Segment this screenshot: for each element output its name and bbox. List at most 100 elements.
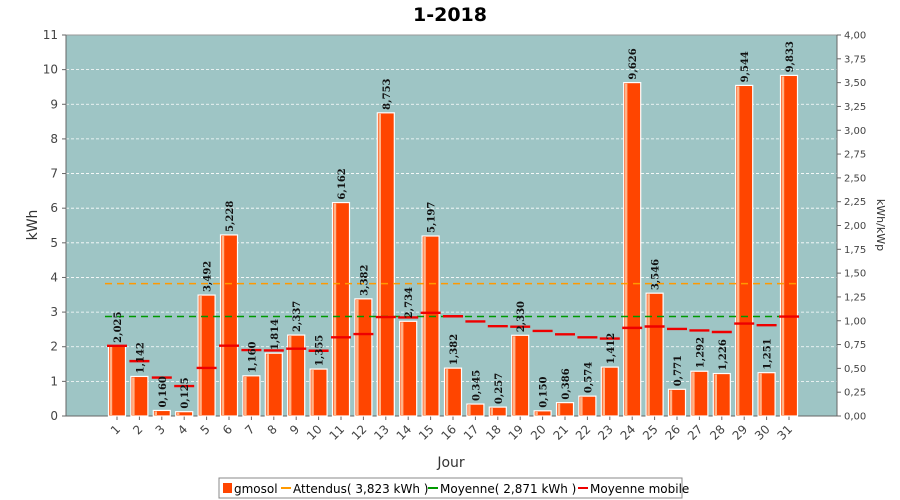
data-label: 2,337 bbox=[292, 301, 303, 332]
x-tick-label: 1 bbox=[108, 422, 123, 437]
y2-tick-label: 2,50 bbox=[844, 173, 866, 184]
bar bbox=[623, 81, 642, 417]
bar-body bbox=[399, 320, 418, 417]
bar-highlight bbox=[468, 405, 471, 416]
data-label: 8,753 bbox=[382, 78, 393, 109]
data-label: 0,386 bbox=[561, 368, 572, 399]
y-axis-label: kWh bbox=[25, 210, 41, 241]
bar-highlight bbox=[669, 390, 673, 416]
bar-highlight bbox=[266, 354, 269, 416]
bar-body bbox=[242, 375, 261, 417]
data-label: 0,125 bbox=[180, 377, 191, 408]
y2-tick-label: 1,75 bbox=[844, 245, 866, 256]
x-tick-label: 4 bbox=[175, 422, 190, 437]
y2-tick-label: 1,25 bbox=[844, 292, 866, 303]
bar-body bbox=[511, 334, 530, 417]
legend-box bbox=[218, 477, 683, 499]
x-tick-label: 30 bbox=[752, 422, 773, 443]
legend-label-moyenne: Moyenne( 2,871 kWh ) bbox=[440, 482, 576, 496]
y-tick-label: 7 bbox=[50, 167, 58, 181]
bar bbox=[309, 368, 328, 417]
bar-body bbox=[623, 81, 642, 417]
bar-body bbox=[667, 388, 687, 417]
bar-highlight bbox=[356, 299, 359, 416]
y2-tick-label: 0,50 bbox=[844, 364, 866, 375]
data-label: 1,226 bbox=[718, 339, 729, 370]
x-tick-label: 21 bbox=[550, 422, 571, 443]
bar bbox=[645, 292, 664, 417]
x-tick-label: 5 bbox=[197, 422, 212, 437]
x-tick-label: 25 bbox=[640, 422, 661, 443]
bar-highlight bbox=[378, 113, 381, 416]
legend-swatch-gmosol bbox=[223, 483, 232, 493]
reference-lines bbox=[105, 282, 800, 318]
bar bbox=[712, 372, 731, 417]
bar bbox=[197, 294, 216, 417]
bar bbox=[152, 409, 171, 417]
bar bbox=[242, 375, 261, 417]
y-tick-label: 2 bbox=[50, 340, 58, 354]
y2-tick-label: 3,00 bbox=[844, 126, 866, 137]
bar bbox=[779, 74, 799, 417]
bar bbox=[219, 234, 239, 417]
bar-body bbox=[712, 372, 731, 417]
x-tick-label: 3 bbox=[153, 422, 168, 437]
bar-body bbox=[331, 201, 351, 417]
x-tick-label: 24 bbox=[618, 422, 639, 443]
y2-tick-label: 3,50 bbox=[844, 78, 866, 89]
y-tick-label: 8 bbox=[50, 132, 58, 146]
bar-highlight bbox=[535, 411, 538, 416]
x-tick-label: 20 bbox=[528, 422, 549, 443]
bar bbox=[399, 320, 418, 417]
data-label: 1,142 bbox=[135, 342, 146, 373]
bar-highlight bbox=[580, 397, 583, 416]
bar bbox=[578, 395, 597, 417]
bar-highlight bbox=[445, 369, 449, 416]
bar-highlight bbox=[423, 236, 426, 416]
y-tick-label: 1 bbox=[50, 374, 58, 388]
bar-body bbox=[152, 409, 171, 417]
y2-tick-label: 4,00 bbox=[844, 31, 866, 42]
right-axis: 0,00 0,25 0,50 0,75 1,00 1,25 1,50 1,75 2,00 2,25… bbox=[836, 31, 866, 423]
bar-highlight bbox=[759, 373, 762, 416]
data-label: 2,734 bbox=[404, 287, 415, 318]
y2-tick-label: 0,25 bbox=[844, 388, 866, 399]
data-label: 1,355 bbox=[315, 335, 326, 366]
bar bbox=[107, 345, 127, 417]
bar-body bbox=[645, 292, 664, 417]
x-tick-label: 12 bbox=[349, 422, 370, 443]
data-label: 9,833 bbox=[785, 41, 796, 72]
data-label: 1,814 bbox=[270, 319, 281, 350]
data-label: 3,546 bbox=[651, 259, 662, 290]
bar-body bbox=[690, 370, 709, 417]
bar bbox=[421, 235, 440, 417]
x-tick-label: 18 bbox=[483, 422, 504, 443]
bar bbox=[600, 366, 619, 417]
x-tick-label: 2 bbox=[130, 422, 145, 437]
y2-tick-label: 0,75 bbox=[844, 340, 866, 351]
y-tick-label: 11 bbox=[43, 28, 58, 42]
bar bbox=[735, 84, 754, 417]
bar-highlight bbox=[647, 294, 650, 416]
data-label: 1,292 bbox=[695, 337, 706, 368]
bar-highlight bbox=[311, 370, 314, 416]
bar-highlight bbox=[602, 368, 605, 416]
data-label: 1,382 bbox=[449, 334, 460, 365]
data-label: 0,574 bbox=[583, 362, 594, 393]
legend-label-moyenne-mobile: Moyenne mobile bbox=[590, 482, 689, 496]
bar-body bbox=[197, 294, 216, 417]
y-tick-label: 9 bbox=[50, 97, 58, 111]
bar-highlight bbox=[288, 336, 292, 416]
moving-average-series bbox=[107, 311, 799, 388]
data-label: 9,626 bbox=[628, 48, 639, 79]
data-label: 0,257 bbox=[494, 373, 505, 404]
bar-highlight bbox=[333, 203, 337, 416]
x-tick-label: 6 bbox=[220, 422, 235, 437]
bar-highlight bbox=[490, 408, 493, 416]
y-tick-label: 0 bbox=[50, 409, 58, 423]
x-tick-label: 19 bbox=[506, 422, 527, 443]
y2-tick-label: 3,75 bbox=[844, 54, 866, 65]
x-tick-label: 27 bbox=[685, 422, 706, 443]
bar-highlight bbox=[221, 235, 225, 416]
y2-tick-label: 2,25 bbox=[844, 197, 866, 208]
